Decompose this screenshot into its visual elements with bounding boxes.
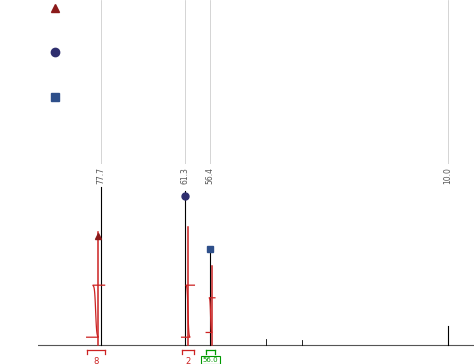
Text: 77.7: 77.7	[97, 167, 106, 184]
Text: 8: 8	[93, 357, 98, 364]
Text: 2: 2	[185, 357, 191, 364]
Text: 56.0: 56.0	[203, 357, 219, 363]
Text: 56.4: 56.4	[206, 167, 215, 184]
Text: 61.3: 61.3	[181, 167, 190, 184]
Text: 10.0: 10.0	[443, 167, 452, 184]
